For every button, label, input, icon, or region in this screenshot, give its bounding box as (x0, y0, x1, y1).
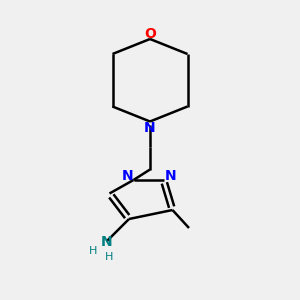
Text: N: N (122, 169, 133, 182)
Text: O: O (144, 27, 156, 40)
Text: N: N (164, 169, 176, 182)
Text: N: N (144, 121, 156, 134)
Text: H: H (105, 251, 114, 262)
Text: N: N (101, 235, 112, 248)
Text: H: H (89, 245, 97, 256)
